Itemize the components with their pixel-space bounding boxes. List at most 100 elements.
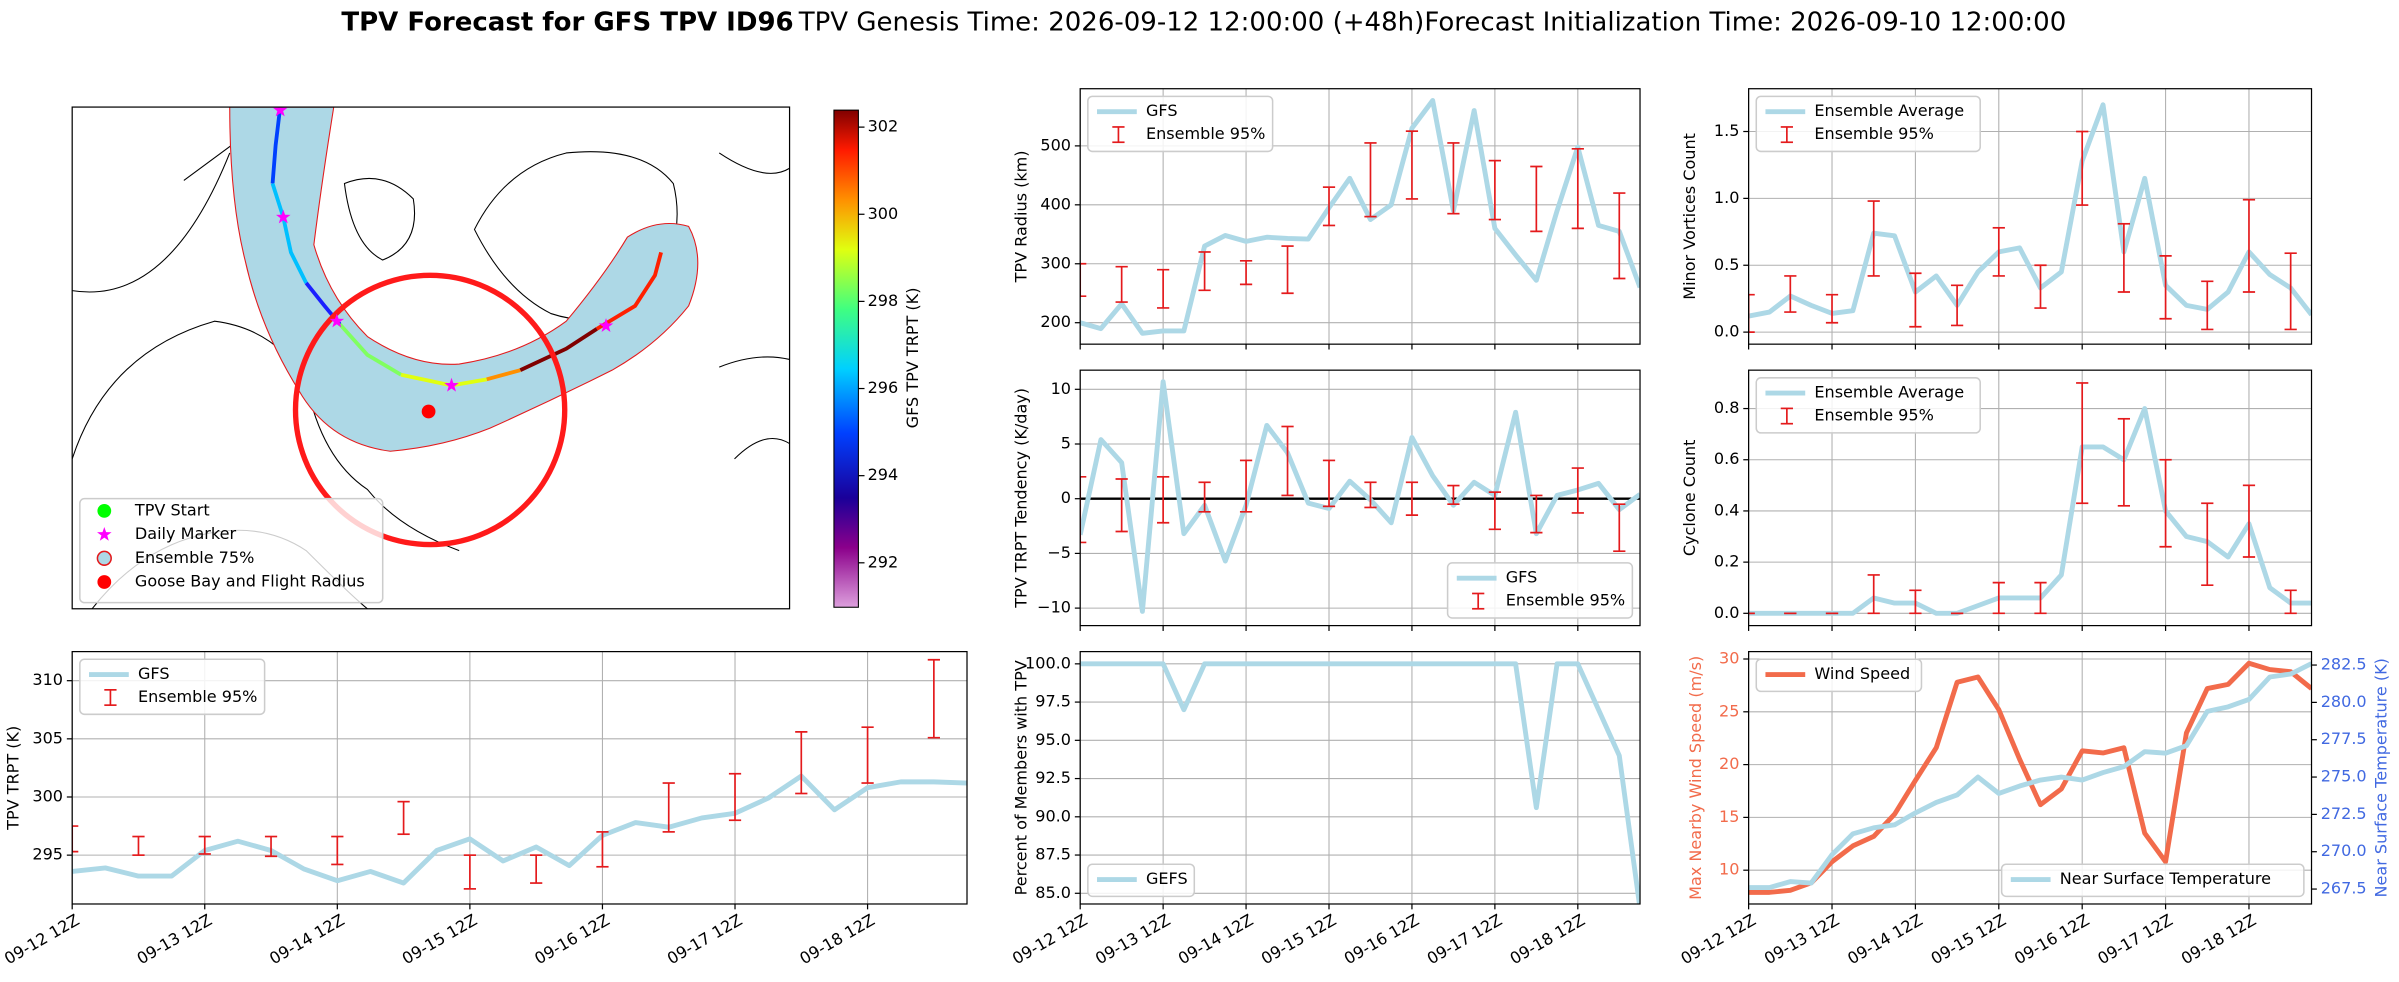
- x-tick-label: 09-13 12Z: [1092, 910, 1174, 968]
- daily-marker: [329, 313, 345, 328]
- track: [519, 327, 598, 372]
- daily-marker: [275, 209, 291, 224]
- legend-label: GFS: [1146, 101, 1178, 120]
- error-bar: [1571, 147, 1584, 230]
- y2-tick-label: 270.0: [2321, 841, 2367, 860]
- error-bar: [1447, 142, 1460, 215]
- error-bar: [1281, 425, 1294, 497]
- error-bar: [1364, 142, 1377, 218]
- error-bar: [1080, 475, 1087, 544]
- y-tick-label: 90.0: [1035, 806, 1071, 825]
- y-tick-label: 0.5: [1714, 255, 1740, 274]
- error-bar: [2034, 264, 2047, 309]
- figure-subtitle: Forecast Initialization Time: 2026-09-10…: [1424, 7, 2066, 37]
- plot-frame: [1079, 369, 1641, 627]
- plot-area: [1748, 660, 2312, 895]
- y-tick-label: 0: [1061, 488, 1071, 507]
- x-tick-label: 09-17 12Z: [1424, 910, 1506, 968]
- goose-bay: [421, 404, 436, 419]
- colorbar-tick-label: 294: [868, 465, 899, 484]
- y-tick-label: 10: [1719, 860, 1739, 879]
- plot-area: [1080, 379, 1641, 614]
- error-bar: [530, 854, 543, 884]
- x-tick-label: 09-13 12Z: [1761, 910, 1843, 968]
- y-tick-label: 0.8: [1714, 398, 1740, 417]
- y-axis-label: Max Nearby Wind Speed (m/s): [1686, 656, 1705, 900]
- error-bar: [2117, 222, 2131, 293]
- y-tick-label: 0.2: [1714, 552, 1740, 571]
- track: [270, 107, 283, 184]
- legend-label: Ensemble 95%: [138, 687, 257, 706]
- error-bar: [1322, 186, 1336, 227]
- plot-frame: [1748, 88, 2313, 345]
- line-series: [1748, 661, 2312, 891]
- error-bar: [1825, 293, 1839, 324]
- y-tick-label: 97.5: [1035, 692, 1071, 711]
- plot-area: [1748, 102, 2312, 333]
- y-tick-label: −10: [1037, 598, 1071, 617]
- error-bar: [1488, 491, 1502, 531]
- error-bar: [1198, 481, 1211, 513]
- error-bar: [1080, 262, 1087, 298]
- legend-marker: [96, 550, 112, 566]
- error-bar: [1867, 200, 1880, 277]
- x-tick-label: 09-17 12Z: [664, 910, 746, 968]
- legend-label: Ensemble Average: [1814, 101, 1964, 120]
- error-bar: [1488, 159, 1502, 221]
- y-tick-label: 20: [1719, 754, 1739, 773]
- track: [486, 368, 521, 382]
- x-tick-label: 09-12 12Z: [1, 910, 83, 968]
- figure-title: TPV Forecast for GFS TPV ID96: [341, 7, 793, 37]
- plot-frame: [71, 650, 968, 905]
- error-bar: [1405, 130, 1419, 200]
- error-bar: [1530, 494, 1543, 534]
- legend-label: Near Surface Temperature: [2060, 869, 2271, 888]
- error-bar: [2117, 417, 2131, 507]
- figure-subtitle: TPV Genesis Time: 2026-09-12 12:00:00 (+…: [798, 7, 1424, 37]
- legend-marker: [97, 575, 112, 589]
- x-tick-label: 09-16 12Z: [1341, 910, 1423, 968]
- error-bar: [1239, 459, 1253, 513]
- track: [338, 322, 403, 377]
- x-tick-label: 09-14 12Z: [1175, 910, 1257, 968]
- track: [270, 182, 308, 284]
- error-bar: [2159, 255, 2172, 320]
- error-bar: [1867, 574, 1880, 615]
- y-tick-label: 305: [32, 728, 63, 747]
- y-tick-label: 15: [1719, 807, 1739, 826]
- plot-frame: [1079, 88, 1641, 345]
- error-bar: [463, 854, 477, 890]
- plot-area: [1080, 661, 1641, 904]
- error-bar: [2201, 502, 2214, 587]
- y-tick-label: 0.0: [1714, 322, 1740, 341]
- y2-tick-label: 267.5: [2321, 879, 2367, 898]
- plot-frame: [1748, 369, 2313, 627]
- y-tick-label: 87.5: [1035, 845, 1071, 864]
- legend-marker: [97, 504, 112, 518]
- error-bar: [1950, 284, 1964, 327]
- colorbar-tick-label: 302: [868, 117, 899, 136]
- map-frame: [71, 106, 791, 610]
- legend-box: [1755, 658, 1923, 693]
- legend-marker: [97, 526, 112, 541]
- colorbar: [833, 109, 859, 608]
- error-bar: [1748, 293, 1755, 333]
- x-tick-label: 09-14 12Z: [266, 910, 348, 968]
- x-tick-label: 09-15 12Z: [1928, 910, 2010, 968]
- daily-marker: [272, 107, 288, 117]
- y-tick-label: 85.0: [1035, 883, 1071, 902]
- plot-area: [72, 658, 968, 890]
- error-bar: [2284, 589, 2297, 615]
- x-tick-label: 09-12 12Z: [1677, 910, 1759, 968]
- legend-label: Ensemble 95%: [1814, 124, 1933, 143]
- colorbar-tick-label: 298: [868, 291, 899, 310]
- error-bar: [1571, 467, 1584, 514]
- legend-box: [1755, 377, 1981, 434]
- error-bar: [1405, 481, 1419, 516]
- daily-marker: [444, 377, 459, 392]
- legend-label: Ensemble 95%: [1146, 124, 1265, 143]
- line-series: [1748, 102, 2312, 319]
- y-tick-label: 1.0: [1714, 188, 1740, 207]
- colorbar-label: GFS TPV TRPT (K): [903, 288, 922, 429]
